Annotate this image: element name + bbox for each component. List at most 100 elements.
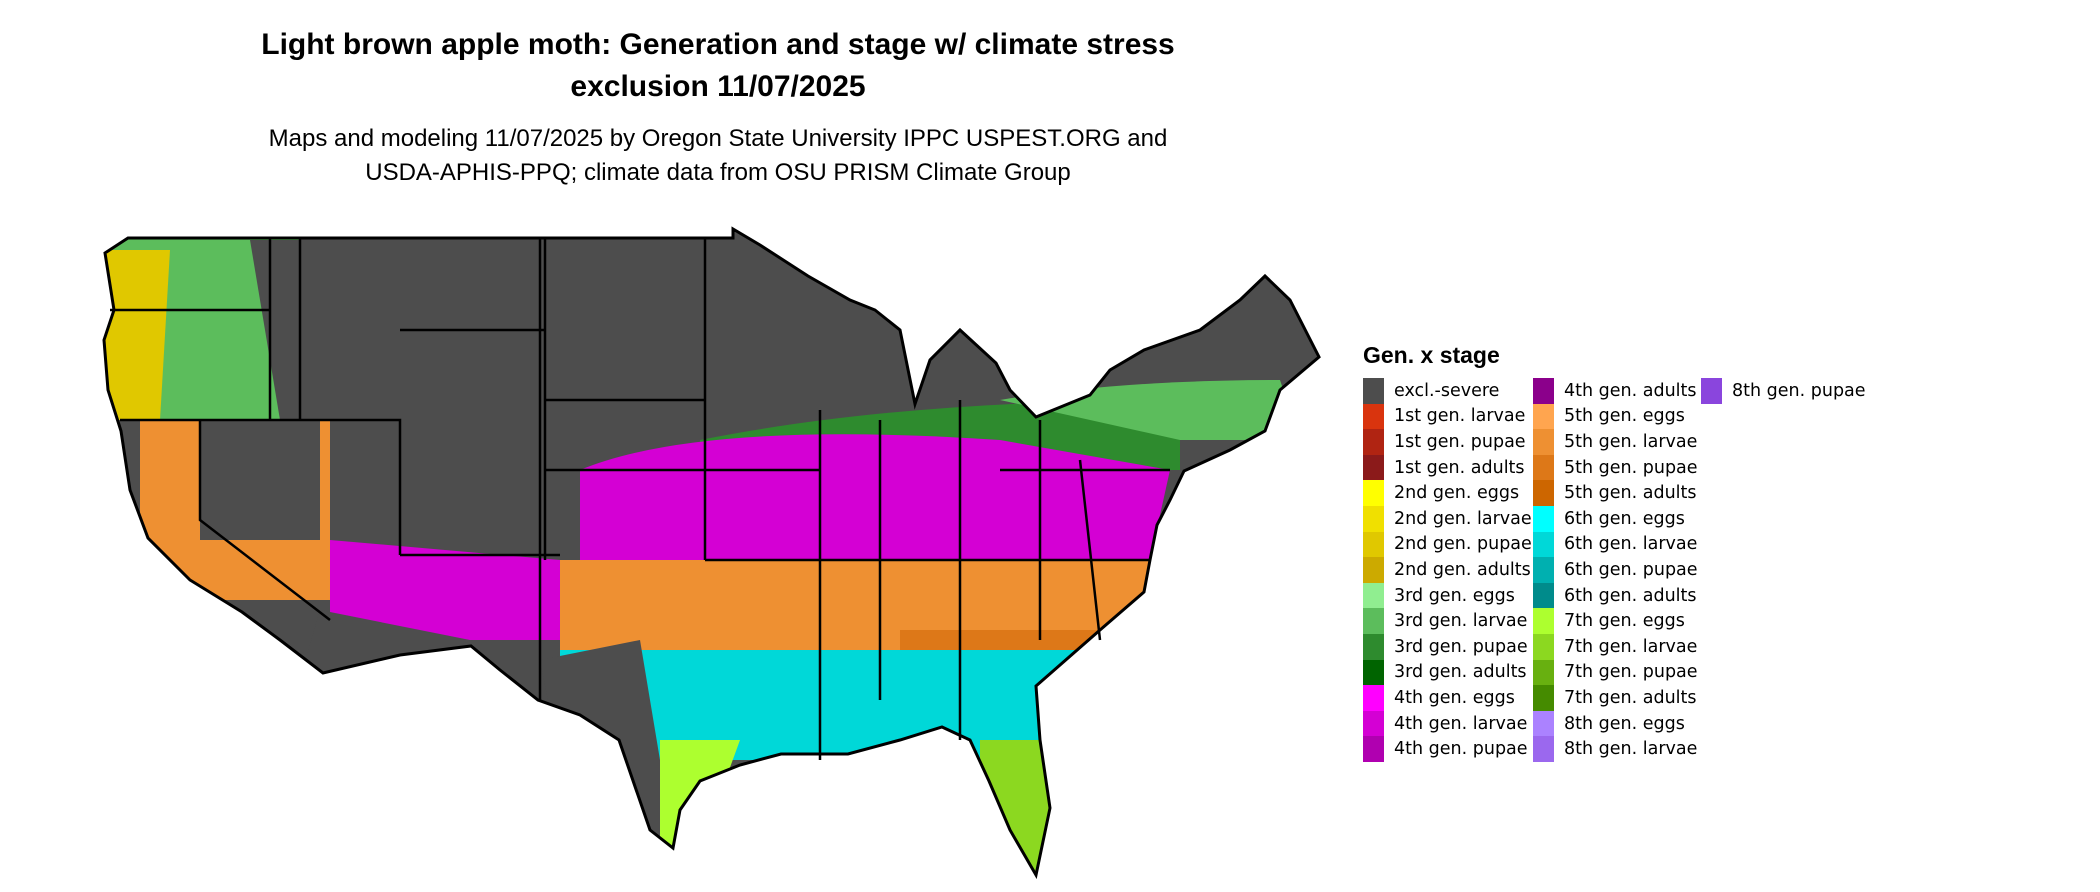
legend-swatch: [1363, 429, 1384, 455]
legend-swatch: [1363, 710, 1384, 737]
legend-swatch: [1533, 736, 1554, 762]
legend-label: 1st gen. larvae: [1394, 406, 1526, 427]
legend-swatch: [1363, 505, 1384, 532]
legend-label: 4th gen. eggs: [1394, 687, 1515, 708]
legend-swatch: [1363, 557, 1384, 583]
legend-swatch: [1363, 633, 1384, 660]
legend-item: 5th gen. eggs: [1533, 403, 1701, 430]
legend-item: 3rd gen. pupae: [1363, 633, 1533, 660]
legend-swatch: [1363, 403, 1384, 430]
region-texas-excl: [540, 640, 660, 760]
legend-swatch: [1533, 557, 1554, 583]
legend-swatch: [1533, 378, 1554, 404]
region-nevada-excl: [200, 420, 320, 540]
map-raster: [104, 229, 1319, 875]
legend-label: 2nd gen. adults: [1394, 559, 1531, 580]
legend-item: 5th gen. larvae: [1533, 429, 1701, 455]
legend-item: 6th gen. adults: [1533, 582, 1701, 609]
legend-swatch: [1363, 736, 1384, 762]
legend-swatch: [1533, 582, 1554, 609]
legend-label: 5th gen. eggs: [1564, 406, 1685, 427]
legend-item: 6th gen. eggs: [1533, 505, 1701, 532]
legend-label: 1st gen. adults: [1394, 457, 1525, 478]
legend-swatch: [1363, 608, 1384, 634]
legend-item: 3rd gen. adults: [1363, 659, 1533, 686]
legend-label: 7th gen. adults: [1564, 687, 1697, 708]
region-4th-gen-larvae: [580, 434, 1170, 560]
legend-swatch: [1363, 480, 1384, 506]
legend-label: 5th gen. larvae: [1564, 431, 1698, 452]
legend: Gen. x stage excl.-severe 1st gen. larvae…: [1363, 340, 1871, 762]
legend-item: 1st gen. adults: [1363, 454, 1533, 481]
region-5th-gen-larvae: [560, 560, 1150, 650]
legend-item: excl.-severe: [1363, 378, 1533, 404]
legend-item: 8th gen. eggs: [1533, 710, 1701, 737]
region-southwest-magenta: [330, 540, 560, 640]
legend-label: 7th gen. pupae: [1564, 662, 1698, 683]
legend-label: 6th gen. pupae: [1564, 559, 1698, 580]
legend-item: 5th gen. adults: [1533, 480, 1701, 506]
legend-label: 8th gen. pupae: [1732, 380, 1866, 401]
legend-item: 4th gen. pupae: [1363, 736, 1533, 762]
legend-label: 1st gen. pupae: [1394, 431, 1526, 452]
legend-swatch: [1533, 633, 1554, 660]
legend-title: Gen. x stage: [1363, 342, 1500, 368]
legend-swatch: [1363, 531, 1384, 558]
legend-item: 7th gen. larvae: [1533, 633, 1701, 660]
legend-item: 1st gen. larvae: [1363, 403, 1533, 430]
legend-item: 7th gen. adults: [1533, 685, 1701, 711]
legend-label: 4th gen. adults: [1564, 380, 1697, 401]
legend-item: 3rd gen. larvae: [1363, 608, 1533, 634]
legend-column: excl.-severe 1st gen. larvae 1st gen. pupa…: [1363, 378, 1533, 762]
title-line-1: Light brown apple moth: Generation and s…: [261, 28, 1175, 61]
legend-label: 7th gen. eggs: [1564, 611, 1685, 632]
legend-item: 2nd gen. adults: [1363, 557, 1533, 583]
legend-label: 6th gen. larvae: [1564, 534, 1698, 555]
legend-swatch: [1533, 480, 1554, 506]
legend-swatch: [1363, 454, 1384, 481]
legend-item: 6th gen. larvae: [1533, 531, 1701, 558]
legend-label: 4th gen. larvae: [1394, 713, 1528, 734]
legend-item: 4th gen. adults: [1533, 378, 1701, 404]
legend-label: 3rd gen. pupae: [1394, 636, 1528, 657]
state-borders: [110, 238, 1170, 760]
legend-swatch: [1533, 505, 1554, 532]
legend-item: 6th gen. pupae: [1533, 557, 1701, 583]
region-7th-gen-eggs: [660, 740, 740, 850]
map-subtitle: Maps and modeling 11/07/2025 by Oregon S…: [150, 122, 1286, 190]
legend-swatch: [1533, 608, 1554, 634]
legend-swatch: [1363, 685, 1384, 711]
legend-item: 4th gen. larvae: [1363, 710, 1533, 737]
legend-item: 2nd gen. pupae: [1363, 531, 1533, 558]
legend-column: 4th gen. adults 5th gen. eggs 5th gen. lar…: [1533, 378, 1701, 762]
legend-label: 2nd gen. eggs: [1394, 483, 1520, 504]
legend-item: 8th gen. pupae: [1701, 378, 1871, 404]
subtitle-line-2: USDA-APHIS-PPQ; climate data from OSU PR…: [365, 159, 1071, 186]
legend-label: 6th gen. eggs: [1564, 508, 1685, 529]
region-coast-yellow: [104, 250, 170, 420]
legend-label: 2nd gen. larvae: [1394, 508, 1532, 529]
legend-label: 5th gen. pupae: [1564, 457, 1698, 478]
legend-label: 6th gen. adults: [1564, 585, 1697, 606]
legend-label: 5th gen. adults: [1564, 483, 1697, 504]
legend-item: 1st gen. pupae: [1363, 429, 1533, 455]
legend-swatch: [1533, 685, 1554, 711]
legend-label: 3rd gen. larvae: [1394, 611, 1528, 632]
legend-label: 7th gen. larvae: [1564, 636, 1698, 657]
legend-item: 4th gen. eggs: [1363, 685, 1533, 711]
legend-item: 8th gen. larvae: [1533, 736, 1701, 762]
legend-column: 8th gen. pupae: [1701, 378, 1871, 762]
legend-swatch: [1363, 659, 1384, 686]
legend-swatch: [1533, 454, 1554, 481]
legend-swatch: [1363, 378, 1384, 404]
legend-swatch: [1701, 378, 1722, 404]
region-idaho-excl: [250, 240, 400, 420]
legend-swatch: [1533, 710, 1554, 737]
legend-swatch: [1533, 429, 1554, 455]
map-title: Light brown apple moth: Generation and s…: [150, 24, 1286, 108]
subtitle-line-1: Maps and modeling 11/07/2025 by Oregon S…: [268, 125, 1168, 152]
legend-label: 3rd gen. adults: [1394, 662, 1527, 683]
legend-item: 7th gen. eggs: [1533, 608, 1701, 634]
legend-label: 3rd gen. eggs: [1394, 585, 1515, 606]
legend-label: excl.-severe: [1394, 380, 1500, 401]
